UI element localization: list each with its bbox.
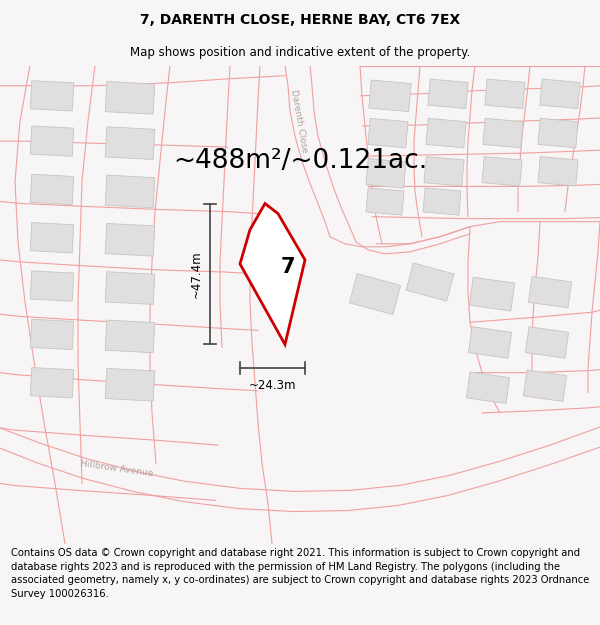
Polygon shape xyxy=(428,79,468,109)
Polygon shape xyxy=(30,222,74,253)
Polygon shape xyxy=(349,274,401,314)
Text: Map shows position and indicative extent of the property.: Map shows position and indicative extent… xyxy=(130,46,470,59)
Polygon shape xyxy=(30,368,74,398)
Polygon shape xyxy=(30,174,74,204)
Polygon shape xyxy=(540,79,580,109)
Polygon shape xyxy=(105,320,155,352)
Text: Darenth Close: Darenth Close xyxy=(289,89,309,153)
Polygon shape xyxy=(105,81,155,114)
Polygon shape xyxy=(483,118,523,148)
Polygon shape xyxy=(368,118,408,148)
Text: 7: 7 xyxy=(281,257,295,277)
Text: Contains OS data © Crown copyright and database right 2021. This information is : Contains OS data © Crown copyright and d… xyxy=(11,548,589,599)
Polygon shape xyxy=(105,223,155,256)
Text: ~47.4m: ~47.4m xyxy=(190,250,203,298)
Polygon shape xyxy=(105,272,155,304)
Polygon shape xyxy=(30,126,74,156)
Polygon shape xyxy=(105,127,155,159)
Polygon shape xyxy=(426,118,466,148)
Polygon shape xyxy=(105,175,155,208)
Polygon shape xyxy=(526,327,569,358)
Polygon shape xyxy=(30,319,74,349)
Polygon shape xyxy=(466,372,509,404)
Polygon shape xyxy=(366,159,406,188)
Text: 7, DARENTH CLOSE, HERNE BAY, CT6 7EX: 7, DARENTH CLOSE, HERNE BAY, CT6 7EX xyxy=(140,13,460,27)
Polygon shape xyxy=(523,370,566,401)
Polygon shape xyxy=(30,81,74,111)
Polygon shape xyxy=(240,204,305,344)
Polygon shape xyxy=(469,278,515,311)
Text: Hillbrow Avenue: Hillbrow Avenue xyxy=(80,459,154,478)
Polygon shape xyxy=(529,276,572,308)
Polygon shape xyxy=(30,271,74,301)
Polygon shape xyxy=(538,118,578,148)
Text: ~24.3m: ~24.3m xyxy=(249,379,296,392)
Polygon shape xyxy=(366,188,404,215)
Polygon shape xyxy=(105,368,155,401)
Polygon shape xyxy=(424,157,464,186)
Polygon shape xyxy=(406,263,454,301)
Polygon shape xyxy=(469,327,512,358)
Polygon shape xyxy=(482,157,522,186)
Polygon shape xyxy=(423,188,461,215)
Polygon shape xyxy=(369,80,411,112)
Polygon shape xyxy=(485,79,525,109)
Polygon shape xyxy=(538,157,578,186)
Text: ~488m²/~0.121ac.: ~488m²/~0.121ac. xyxy=(173,148,427,174)
